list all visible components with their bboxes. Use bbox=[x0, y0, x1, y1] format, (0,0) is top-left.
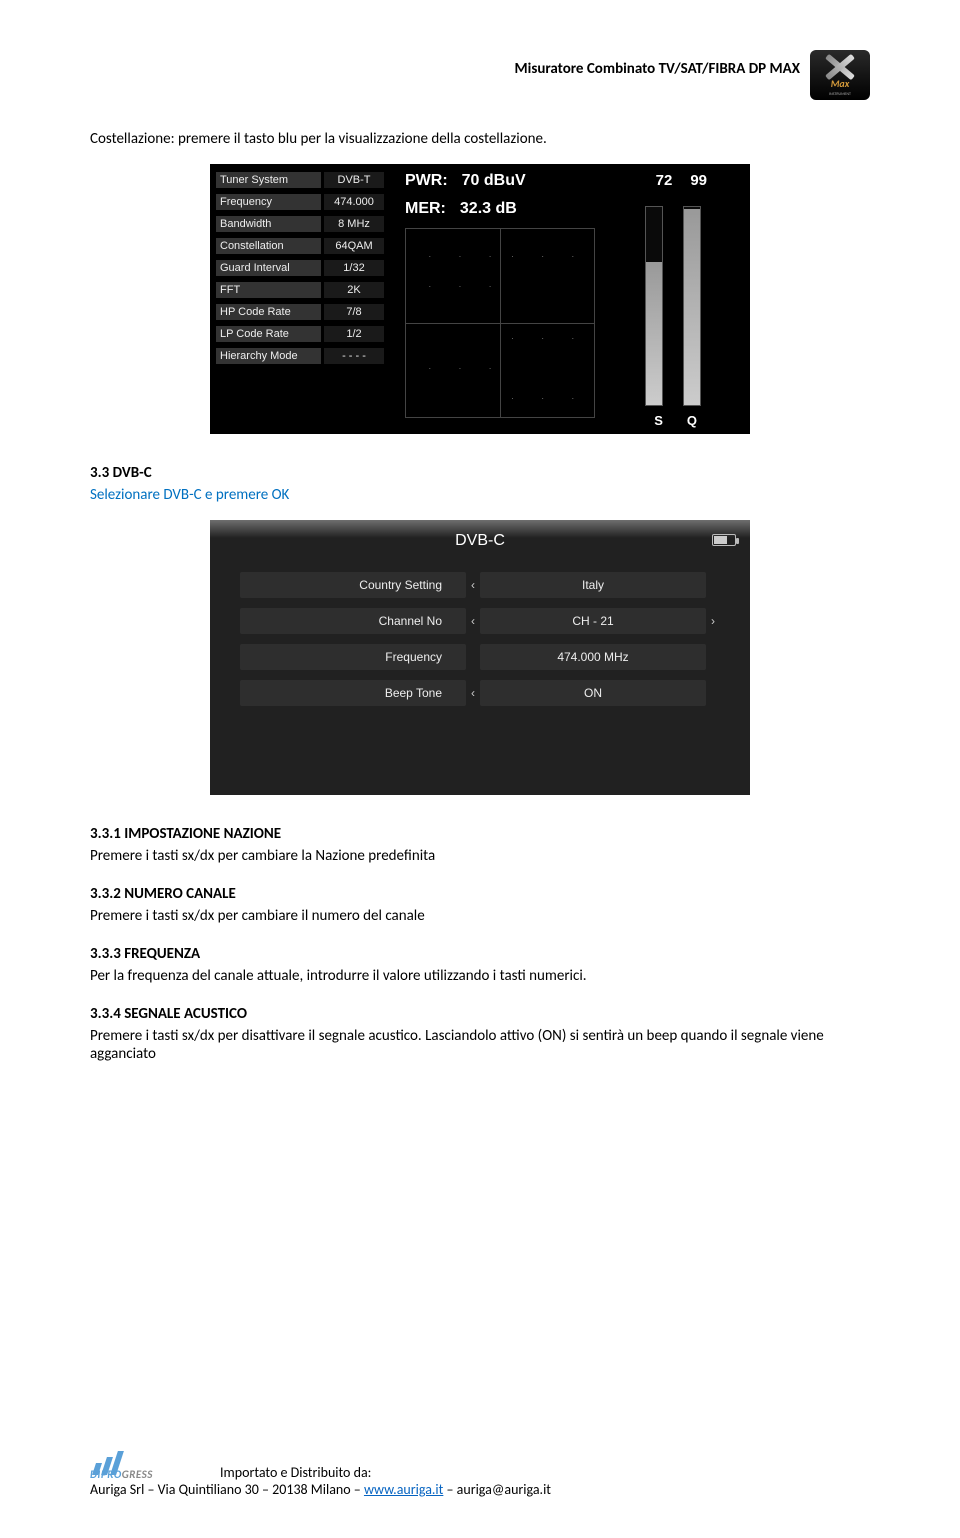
menu-value: ON bbox=[480, 680, 706, 706]
menu-label: Channel No bbox=[240, 608, 466, 634]
param-value: 64QAM bbox=[324, 238, 384, 254]
param-value: 7/8 bbox=[324, 304, 384, 320]
param-value: DVB-T bbox=[324, 172, 384, 188]
arrow-left-icon[interactable]: ‹ bbox=[466, 614, 480, 628]
footer-brand-a: DIPRO bbox=[90, 1468, 122, 1481]
section-3-3-2-title: 3.3.2 NUMERO CANALE bbox=[90, 885, 870, 903]
param-row: FFT2K bbox=[216, 280, 405, 300]
parameter-column: Tuner SystemDVB-T Frequency474.000 Bandw… bbox=[210, 164, 405, 434]
footer-brand-b: GRESS bbox=[122, 1468, 153, 1481]
param-row: Tuner SystemDVB-T bbox=[216, 170, 405, 190]
footer-email: auriga@auriga.it bbox=[457, 1481, 551, 1498]
menu-row-beep[interactable]: Beep Tone ‹ ON bbox=[240, 678, 720, 708]
param-label: Hierarchy Mode bbox=[216, 348, 321, 364]
measurement-column: PWR: 70 dBuV MER: 32.3 dB ··· ··· ··· ··… bbox=[405, 164, 605, 434]
section-3-3-4-text: Premere i tasti sx/dx per disattivare il… bbox=[90, 1027, 870, 1063]
section-3-3-title: 3.3 DVB-C bbox=[90, 464, 870, 482]
param-label: HP Code Rate bbox=[216, 304, 321, 320]
param-row: Frequency474.000 bbox=[216, 192, 405, 212]
bars-column: 72 99 S Q bbox=[605, 164, 725, 434]
param-label: Frequency bbox=[216, 194, 321, 210]
page-footer: DIPROGRESS Importato e Distribuito da: A… bbox=[90, 1451, 870, 1498]
section-3-3-4-title: 3.3.4 SEGNALE ACUSTICO bbox=[90, 1005, 870, 1023]
mer-value: 32.3 dB bbox=[460, 200, 517, 218]
bar-s-fill bbox=[646, 262, 662, 405]
section-3-3-3-text: Per la frequenza del canale attuale, int… bbox=[90, 967, 870, 985]
param-row: Constellation64QAM bbox=[216, 236, 405, 256]
param-value: 474.000 bbox=[324, 194, 384, 210]
constellation-screenshot: Tuner SystemDVB-T Frequency474.000 Bandw… bbox=[210, 164, 750, 434]
bar-q-value: 99 bbox=[690, 172, 707, 189]
param-label: Bandwidth bbox=[216, 216, 321, 232]
bar-q-fill bbox=[684, 209, 700, 405]
dvbc-screenshot: DVB-C Country Setting ‹ Italy Channel No… bbox=[210, 520, 750, 795]
param-label: Guard Interval bbox=[216, 260, 321, 276]
footer-url-link[interactable]: www.auriga.it bbox=[364, 1481, 443, 1498]
product-logo: Max INSTRUMENT bbox=[810, 50, 870, 100]
param-row: Hierarchy Mode- - - - bbox=[216, 346, 405, 366]
mer-row: MER: 32.3 dB bbox=[405, 200, 605, 218]
pwr-label: PWR: bbox=[405, 172, 448, 190]
menu-row-channel[interactable]: Channel No ‹ CH - 21 › bbox=[240, 606, 720, 636]
footer-company: Auriga Srl – Via Quintiliano 30 – 20138 … bbox=[90, 1481, 364, 1498]
bar-q-track bbox=[683, 206, 701, 406]
section-3-3-1-title: 3.3.1 IMPOSTAZIONE NAZIONE bbox=[90, 825, 870, 843]
param-row: Guard Interval1/32 bbox=[216, 258, 405, 278]
footer-sep: – bbox=[443, 1481, 456, 1498]
footer-logo: DIPROGRESS bbox=[90, 1451, 210, 1481]
menu-value: 474.000 MHz bbox=[480, 644, 706, 670]
param-label: LP Code Rate bbox=[216, 326, 321, 342]
param-row: Bandwidth8 MHz bbox=[216, 214, 405, 234]
menu-value: CH - 21 bbox=[480, 608, 706, 634]
menu-row-frequency[interactable]: Frequency 474.000 MHz bbox=[240, 642, 720, 672]
logo-x-icon bbox=[822, 52, 858, 82]
param-row: HP Code Rate7/8 bbox=[216, 302, 405, 322]
arrow-left-icon[interactable]: ‹ bbox=[466, 686, 480, 700]
menu-rows: Country Setting ‹ Italy Channel No ‹ CH … bbox=[210, 570, 750, 708]
param-value: 1/2 bbox=[324, 326, 384, 342]
header-title: Misuratore Combinato TV/SAT/FIBRA DP MAX bbox=[515, 50, 800, 78]
screen2-title: DVB-C bbox=[210, 520, 750, 570]
footer-line2: Auriga Srl – Via Quintiliano 30 – 20138 … bbox=[90, 1481, 870, 1498]
section-3-3-3-title: 3.3.3 FREQUENZA bbox=[90, 945, 870, 963]
page-header: Misuratore Combinato TV/SAT/FIBRA DP MAX… bbox=[90, 50, 870, 100]
param-label: Tuner System bbox=[216, 172, 321, 188]
logo-subtext: INSTRUMENT bbox=[829, 92, 851, 100]
param-row: LP Code Rate1/2 bbox=[216, 324, 405, 344]
param-value: 8 MHz bbox=[324, 216, 384, 232]
section-3-3-1-text: Premere i tasti sx/dx per cambiare la Na… bbox=[90, 847, 870, 865]
constellation-grid: ··· ··· ··· ··· ··· ··· bbox=[405, 228, 595, 418]
pwr-row: PWR: 70 dBuV bbox=[405, 172, 605, 190]
param-value: 1/32 bbox=[324, 260, 384, 276]
menu-value: Italy bbox=[480, 572, 706, 598]
bar-q-label: Q bbox=[687, 413, 697, 428]
menu-row-country[interactable]: Country Setting ‹ Italy bbox=[240, 570, 720, 600]
menu-label: Beep Tone bbox=[240, 680, 466, 706]
bar-s-label: S bbox=[654, 413, 663, 428]
battery-icon bbox=[712, 534, 736, 546]
intro-text: Costellazione: premere il tasto blu per … bbox=[90, 130, 870, 148]
bar-s-value: 72 bbox=[656, 172, 673, 189]
menu-label: Frequency bbox=[240, 644, 466, 670]
param-value: 2K bbox=[324, 282, 384, 298]
footer-line1: Importato e Distribuito da: bbox=[220, 1464, 371, 1481]
pwr-value: 70 dBuV bbox=[462, 172, 526, 190]
section-3-3-subtitle: Selezionare DVB-C e premere OK bbox=[90, 486, 870, 504]
section-3-3-2-text: Premere i tasti sx/dx per cambiare il nu… bbox=[90, 907, 870, 925]
bar-s-track bbox=[645, 206, 663, 406]
arrow-right-icon[interactable]: › bbox=[706, 614, 720, 628]
param-label: Constellation bbox=[216, 238, 321, 254]
mer-label: MER: bbox=[405, 200, 446, 218]
menu-label: Country Setting bbox=[240, 572, 466, 598]
battery-fill bbox=[714, 536, 727, 544]
param-value: - - - - bbox=[324, 348, 384, 364]
arrow-left-icon[interactable]: ‹ bbox=[466, 578, 480, 592]
param-label: FFT bbox=[216, 282, 321, 298]
